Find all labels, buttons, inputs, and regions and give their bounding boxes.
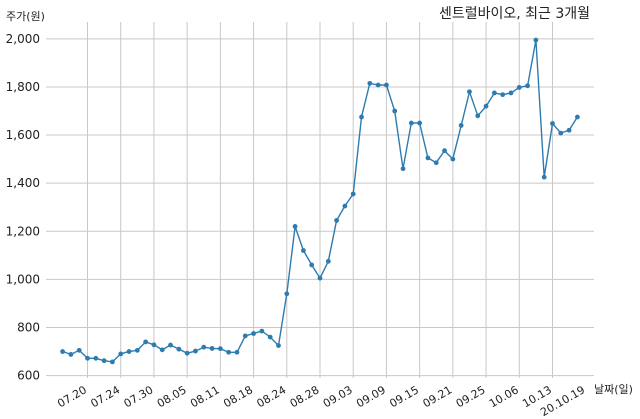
data-point bbox=[500, 92, 506, 98]
grid-layer bbox=[46, 22, 594, 378]
x-tick-label: 08.05 bbox=[155, 383, 189, 410]
y-tick-label: 1,000 bbox=[6, 272, 40, 286]
data-point bbox=[201, 344, 207, 350]
data-point bbox=[168, 342, 173, 348]
data-point bbox=[442, 148, 447, 154]
data-point bbox=[417, 120, 423, 126]
x-tick-label: 08.11 bbox=[188, 383, 222, 410]
x-tick-label: 08.24 bbox=[255, 383, 289, 410]
data-point bbox=[558, 130, 564, 136]
x-axis-label: 날짜(일) bbox=[594, 382, 633, 396]
x-tick-label: 08.28 bbox=[288, 383, 322, 410]
x-tick-label: 07.24 bbox=[88, 383, 122, 410]
data-point bbox=[60, 349, 66, 354]
data-point bbox=[483, 103, 489, 109]
data-point bbox=[317, 275, 323, 281]
data-point bbox=[267, 334, 273, 340]
data-point bbox=[118, 351, 124, 357]
data-point bbox=[458, 123, 464, 128]
x-tick-label: 09.21 bbox=[421, 383, 455, 410]
data-point bbox=[110, 359, 115, 365]
x-tick-label: 08.18 bbox=[221, 383, 255, 410]
data-point bbox=[541, 174, 547, 180]
x-tick-label: 10.06 bbox=[487, 383, 521, 410]
data-point bbox=[342, 203, 348, 209]
data-point bbox=[467, 89, 472, 95]
data-point bbox=[384, 82, 389, 88]
data-point bbox=[300, 248, 306, 253]
data-point bbox=[76, 347, 82, 353]
y-tick-label: 1,600 bbox=[6, 128, 40, 142]
data-point bbox=[126, 349, 132, 354]
data-point bbox=[525, 83, 530, 89]
data-point bbox=[276, 343, 281, 348]
y-tick-label: 1,800 bbox=[6, 80, 40, 94]
data-point bbox=[176, 346, 182, 352]
data-point bbox=[159, 347, 165, 353]
y-tick-label: 2,000 bbox=[6, 32, 40, 46]
data-point bbox=[566, 127, 572, 133]
y-axis: 600 800 1,000 1,200 1,400 1,600 1,800 2,000 bbox=[6, 32, 40, 383]
data-point bbox=[101, 358, 107, 364]
data-point bbox=[508, 90, 514, 96]
data-point bbox=[284, 291, 290, 297]
data-point bbox=[325, 258, 331, 264]
data-point bbox=[516, 85, 522, 90]
data-point bbox=[408, 120, 414, 126]
data-point bbox=[392, 108, 398, 114]
data-point bbox=[433, 160, 439, 166]
y-tick-label: 1,400 bbox=[6, 176, 40, 190]
data-point bbox=[234, 349, 240, 355]
data-point bbox=[574, 114, 580, 120]
x-tick-label: 09.09 bbox=[354, 383, 388, 410]
data-point bbox=[68, 352, 74, 357]
x-tick-label: 07.20 bbox=[55, 383, 89, 410]
data-point bbox=[425, 155, 431, 161]
data-point bbox=[217, 346, 223, 352]
y-tick-label: 1,200 bbox=[6, 224, 40, 238]
data-point bbox=[334, 218, 340, 223]
x-tick-label: 07.30 bbox=[122, 383, 156, 410]
x-tick-label: 09.25 bbox=[454, 383, 488, 410]
data-point bbox=[533, 37, 539, 43]
data-point bbox=[209, 346, 215, 351]
price-series bbox=[60, 37, 580, 365]
data-point bbox=[251, 331, 256, 336]
data-point bbox=[226, 349, 232, 355]
data-point bbox=[350, 191, 356, 197]
x-tick-label: 09.03 bbox=[321, 383, 355, 410]
data-point bbox=[550, 121, 555, 126]
data-point bbox=[259, 328, 265, 334]
data-point bbox=[151, 342, 157, 348]
data-point bbox=[242, 333, 248, 339]
y-tick-label: 600 bbox=[17, 369, 40, 383]
data-point bbox=[475, 113, 481, 119]
data-point bbox=[193, 348, 198, 354]
data-point bbox=[367, 80, 373, 86]
data-point bbox=[143, 339, 149, 345]
data-point bbox=[292, 224, 298, 229]
data-point bbox=[359, 114, 364, 120]
data-point bbox=[375, 82, 381, 88]
data-point bbox=[400, 166, 406, 172]
data-point bbox=[450, 156, 456, 162]
y-axis-label: 주가(원) bbox=[6, 10, 45, 23]
data-point bbox=[134, 347, 140, 353]
x-tick-label: 09.15 bbox=[387, 383, 421, 410]
y-tick-label: 800 bbox=[17, 320, 40, 334]
data-point bbox=[309, 262, 315, 268]
data-point bbox=[93, 355, 99, 361]
data-point bbox=[85, 355, 90, 361]
data-point bbox=[184, 350, 190, 356]
x-axis: 07.20 07.24 07.30 08.05 08.11 08.18 08.24 08.28… bbox=[55, 383, 587, 419]
chart-title: 센트럴바이오, 최근 3개월 bbox=[439, 6, 590, 22]
data-point bbox=[491, 90, 497, 96]
